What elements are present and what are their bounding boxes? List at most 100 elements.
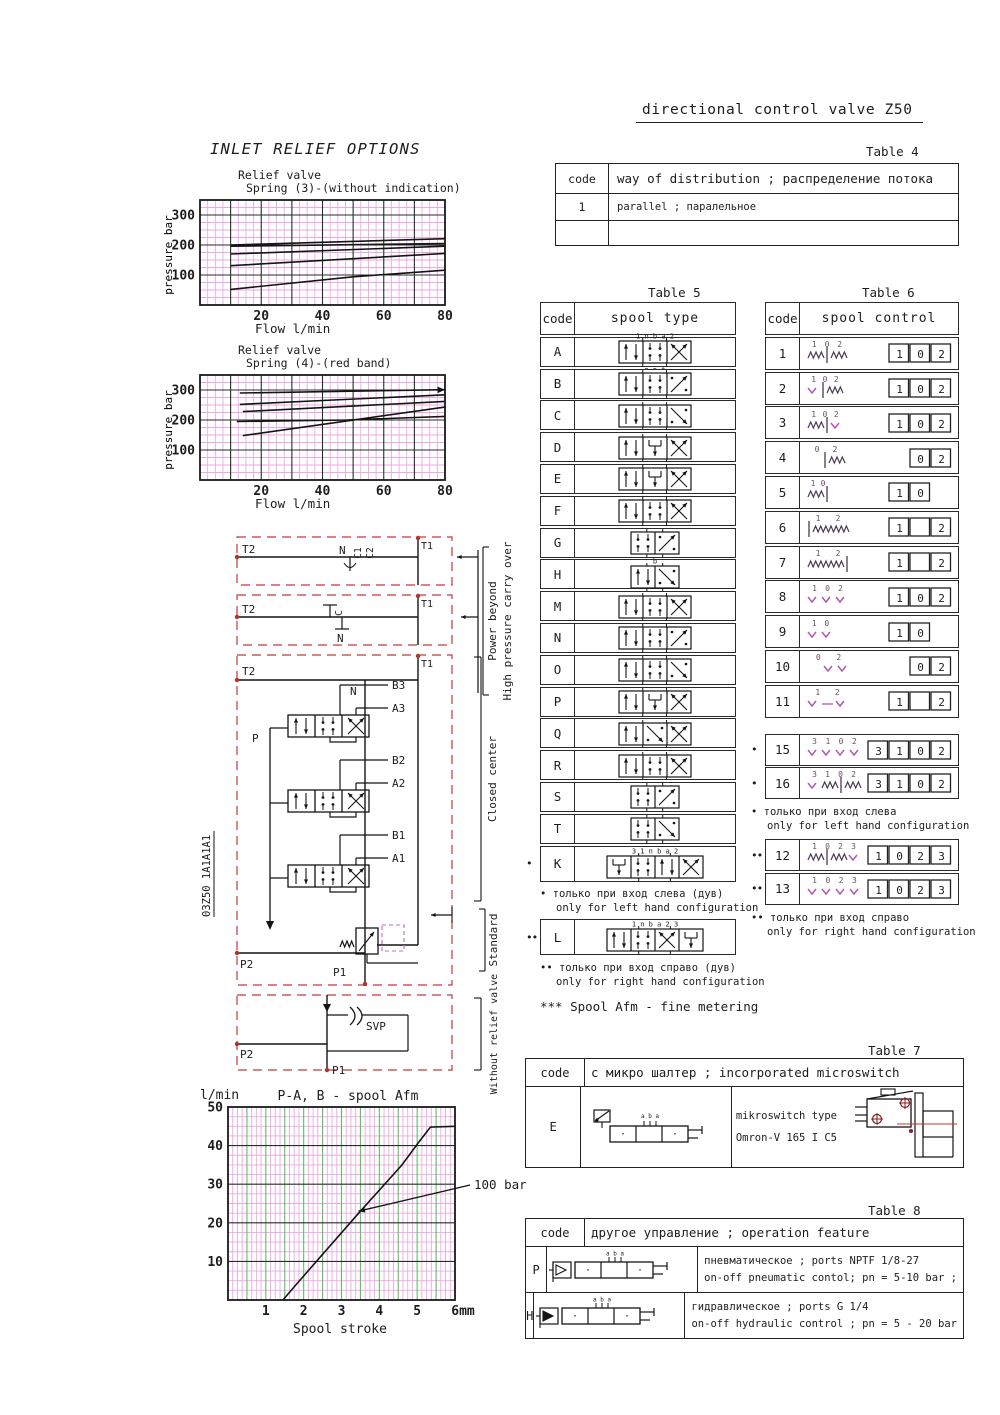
spool-code: H (541, 560, 575, 589)
table7-row-code: E (526, 1087, 582, 1167)
spool-symbol (618, 592, 692, 621)
table8-row-line1: гидравлическое ; ports G 1/4 (691, 1300, 869, 1313)
spool-symbol-cell (575, 813, 735, 844)
spool-symbol (630, 783, 680, 812)
table4-row-code: 1 (556, 194, 609, 220)
port-dot (324, 1067, 330, 1073)
table5-row-M: M (540, 591, 736, 622)
control-code: 7 (766, 546, 800, 578)
table5-header-type: spool type (610, 311, 700, 326)
table6-note-right-hand: •• только при вход справо only for right … (751, 911, 976, 939)
table4: code way of distribution ; распределение… (555, 163, 959, 246)
control-code: 8 (766, 581, 800, 613)
chart-svg-relief-spring-4: 100 200 300 20 40 60 80 pressure bar Relief valv… (162, 343, 453, 511)
table5-row-G: G (540, 527, 736, 558)
svg-text:1: 1 (896, 592, 903, 605)
svg-text:1: 1 (896, 522, 903, 535)
table7-header-desc: с микро шалтер ; incorporated microswitc… (591, 1065, 900, 1080)
table8-row-H: H · · a b a гидравлическое ; ports G 1/4 o… (526, 1292, 963, 1338)
table7-row-E: E · · a b a mikroswitch type Omron-V 165 I… (526, 1086, 963, 1167)
svg-text:0: 0 (825, 340, 830, 349)
table8: code другое управление ; operation featu… (525, 1218, 964, 1339)
spool-symbol: 3 1 n b a 2 (606, 847, 704, 881)
svg-text:T1: T1 (421, 541, 433, 552)
series-curve-5 (242, 406, 446, 437)
svg-text:30: 30 (207, 1178, 223, 1193)
series-curve-1 (239, 388, 446, 394)
svg-text:20: 20 (253, 484, 269, 499)
note-line-en: only for right hand configuration (767, 925, 976, 938)
chart-subtitle-1: Relief valve (238, 343, 321, 357)
series-curve-5 (230, 269, 446, 291)
microswitch-svg (855, 1087, 957, 1158)
position-boxes: 1 0 2 (888, 343, 952, 363)
table6-header-type: spool control (821, 311, 937, 326)
svg-text:3: 3 (812, 737, 817, 746)
table7-label: Table 7 (868, 1043, 921, 1058)
port-dot (234, 614, 240, 620)
svg-text:2: 2 (938, 778, 945, 791)
svg-text:T1: T1 (421, 599, 433, 610)
svg-text:0: 0 (917, 348, 924, 361)
table4-header-code: code (556, 164, 609, 193)
control-code: 13 (766, 873, 800, 904)
svg-text:Closed center: Closed center (486, 736, 499, 822)
svg-text:C: C (334, 610, 345, 616)
table7-header-code: code (526, 1059, 585, 1086)
spool-symbol-cell: 1 n b a 2n p t (575, 331, 735, 373)
svg-text:0: 0 (917, 592, 924, 605)
svg-text:2: 2 (836, 514, 841, 523)
note-line-en: only for left hand configuration (767, 820, 970, 833)
svg-text:80: 80 (437, 309, 453, 324)
svg-text:2: 2 (938, 592, 945, 605)
svg-text:B1: B1 (392, 829, 405, 842)
position-boxes: 1 0 2 (888, 413, 952, 433)
table6-note-left-hand: • только при вход слева only for left han… (751, 805, 970, 833)
svg-text:2: 2 (851, 770, 856, 779)
table8-row-line1: пневматическое ; ports NPTF 1/8-27 (704, 1254, 920, 1267)
table5-row-D: D (540, 432, 736, 463)
spool-symbol-cell (575, 622, 735, 653)
svg-text:B2: B2 (392, 754, 405, 767)
svg-text:100: 100 (172, 444, 196, 459)
svg-text:2: 2 (938, 383, 945, 396)
microswitch-model: Omron-V 165 I C5 (735, 1132, 837, 1144)
svg-text:40: 40 (315, 309, 331, 324)
table6-row-15: • 15 3 1 0 2 3 1 0 2 (751, 733, 959, 766)
table5-row-B: B (540, 368, 736, 399)
table6-row-13: •• 13 1 0 2 3 1 0 2 3 (751, 872, 959, 905)
series-curve-4 (230, 252, 446, 267)
table6: code spool control 1 1 0 2 1 0 2 2 1 0 2 1 0 2 3 1 0 2 1 0 2 4 0… (751, 302, 976, 943)
series-curve-1 (230, 237, 446, 246)
spool-symbol-cell (575, 400, 735, 431)
port-dot (234, 677, 240, 683)
spool-code: B (541, 369, 575, 398)
spool-symbol (618, 433, 692, 462)
svg-text:60: 60 (376, 484, 392, 499)
table5-header-code: code (541, 303, 575, 334)
svg-text:3: 3 (938, 850, 945, 863)
asterisk-marker: •• (751, 848, 763, 862)
svg-text:0: 0 (896, 884, 903, 897)
table5-row-L: •• L 1 n b a 2 3 (526, 919, 736, 956)
svg-text:3: 3 (852, 876, 857, 885)
spool-symbol (630, 815, 680, 844)
table8-header-row: code другое управление ; operation featu… (526, 1219, 963, 1246)
svg-text:C1: C1 (353, 547, 364, 559)
spool-symbol: 1 n b a 2 3 (606, 921, 704, 955)
table5-note-right: •• только при вход справо (дув) only for … (540, 961, 765, 989)
spool-code: D (541, 433, 575, 462)
